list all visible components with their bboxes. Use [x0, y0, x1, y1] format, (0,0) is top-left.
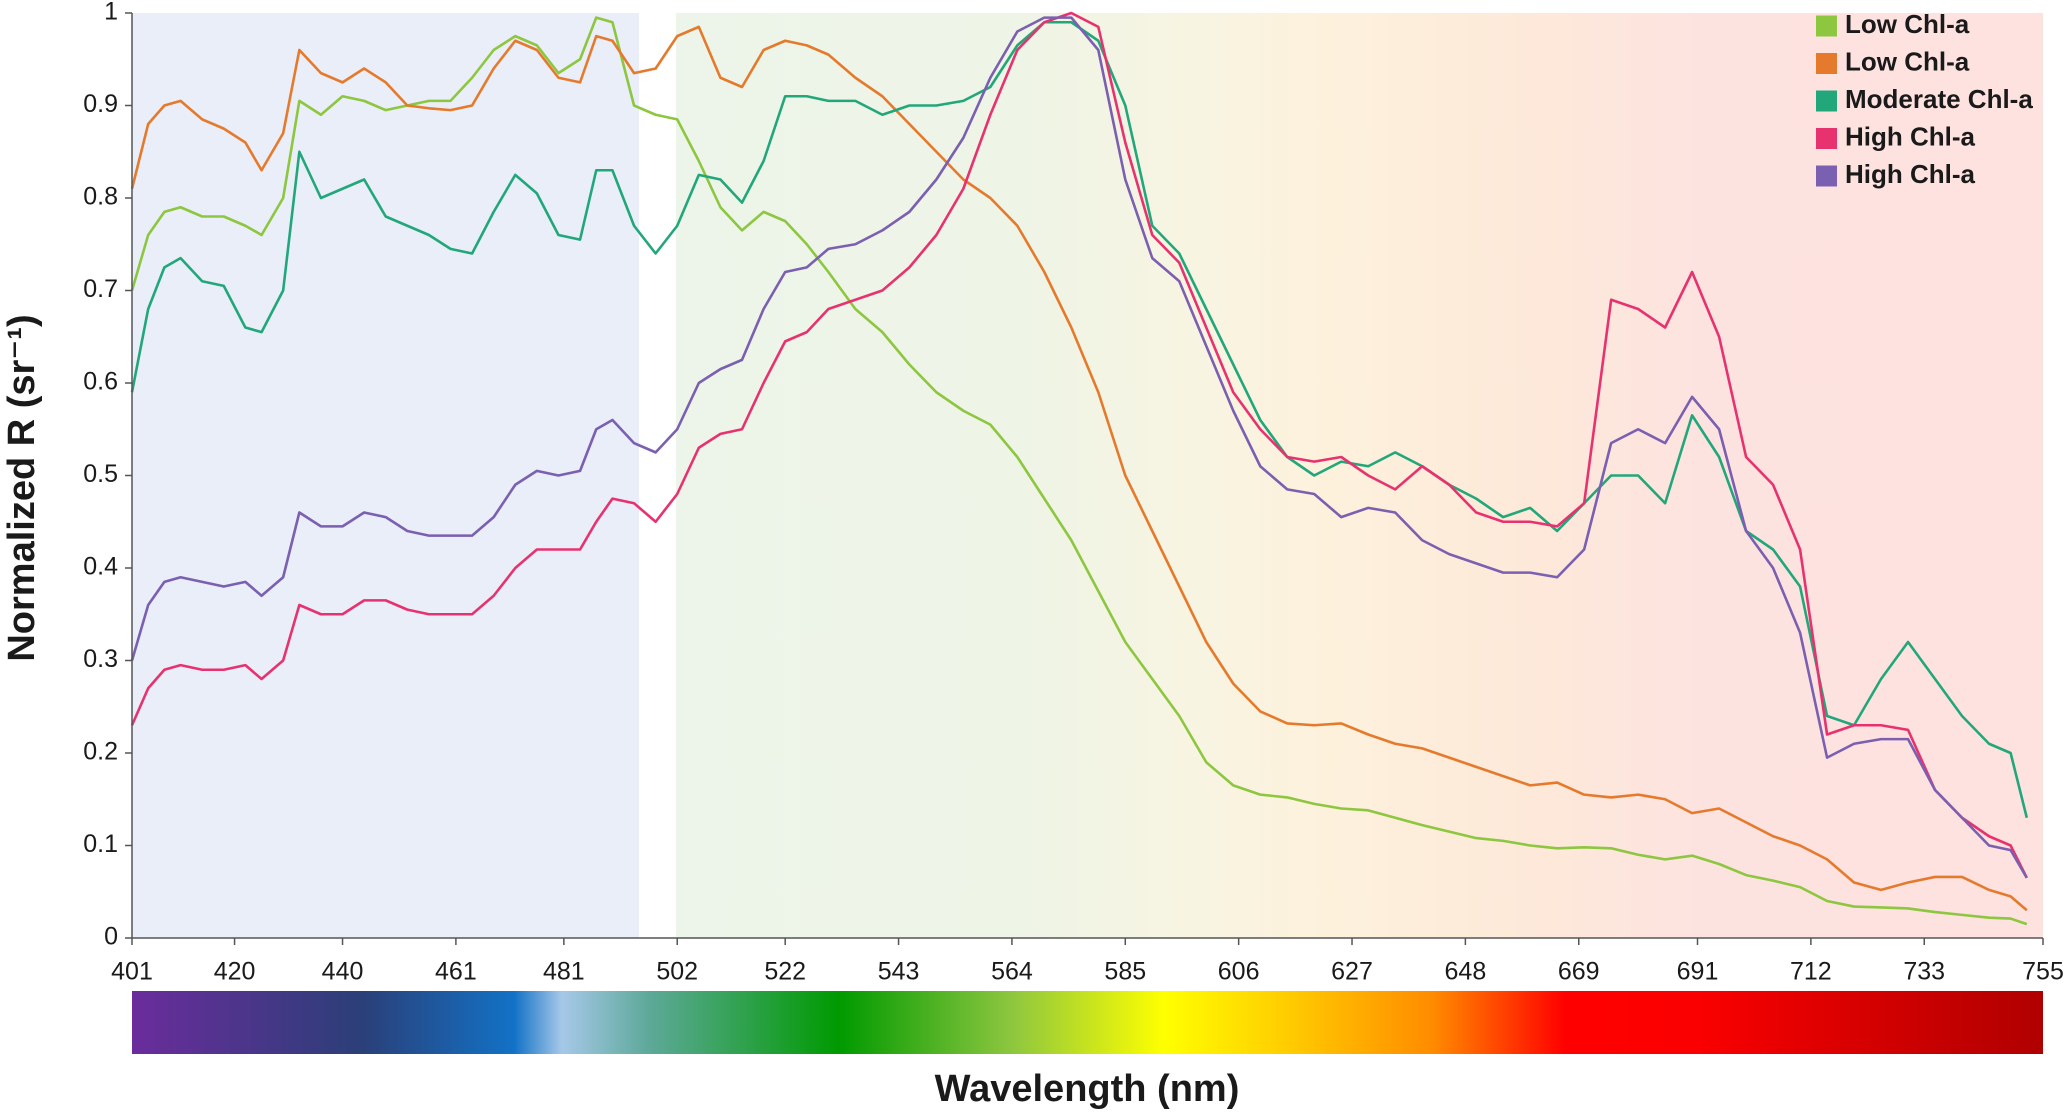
x-tick-label: 755 — [2022, 958, 2064, 986]
legend-label: High Chl-a — [1845, 121, 1976, 151]
y-tick-label: 0.4 — [83, 553, 118, 581]
y-axis-title: Normalized R (sr⁻¹) — [1, 314, 43, 661]
y-tick-label: 0.1 — [83, 830, 118, 858]
x-tick-label: 543 — [878, 958, 920, 986]
spectrum-bar — [132, 991, 2043, 1054]
x-tick-label: 712 — [1790, 958, 1832, 986]
y-tick-label: 0.6 — [83, 368, 118, 396]
legend-swatch — [1816, 90, 1837, 112]
x-tick-label: 585 — [1104, 958, 1146, 986]
x-tick-label: 564 — [991, 958, 1033, 986]
x-tick-label: 481 — [543, 958, 585, 986]
series-line — [130, 16, 2028, 879]
x-tick-label: 648 — [1445, 958, 1487, 986]
y-tick-label: 0.7 — [83, 275, 118, 303]
legend-label: Low Chl-a — [1845, 9, 1970, 39]
x-tick-label: 522 — [764, 958, 806, 986]
series-line — [130, 25, 2028, 912]
x-tick-label: 691 — [1677, 958, 1719, 986]
legend-swatch — [1816, 53, 1837, 74]
x-tick-label: 733 — [1903, 958, 1945, 986]
x-tick-label: 502 — [656, 958, 698, 986]
y-tick-label: 0.2 — [83, 738, 118, 766]
legend: Low Chl-a Low Chl-a Moderate Chl-a High Chl… — [1816, 9, 2033, 189]
warm-band — [676, 13, 2043, 938]
series-line — [130, 11, 2028, 879]
y-tick-label: 0.5 — [83, 460, 118, 488]
legend-label: High Chl-a — [1845, 159, 1976, 189]
plot-area — [130, 11, 2029, 926]
x-tick-label: 606 — [1218, 958, 1260, 986]
y-tick-label: 0.3 — [83, 645, 118, 673]
y-tick-label: 0.9 — [83, 90, 118, 118]
y-tick-label: 0.8 — [83, 183, 118, 211]
legend-label: Moderate Chl-a — [1845, 84, 2033, 114]
x-axis-title: Wavelength (nm) — [935, 1068, 1240, 1110]
legend-label: Low Chl-a — [1845, 46, 1970, 76]
x-tick-label: 440 — [322, 958, 364, 986]
legend-swatch — [1816, 165, 1837, 187]
x-tick-label: 627 — [1331, 958, 1373, 986]
legend-swatch — [1816, 15, 1837, 37]
y-tick-label: 1 — [104, 0, 118, 26]
x-tick-label: 461 — [435, 958, 477, 986]
series-line — [130, 16, 2028, 926]
x-tick-label: 669 — [1558, 958, 1600, 986]
y-tick-label: 0 — [104, 923, 118, 951]
series-line — [130, 20, 2029, 819]
x-tick-label: 401 — [111, 958, 153, 986]
legend-swatch — [1816, 128, 1837, 149]
x-tick-label: 420 — [214, 958, 256, 986]
